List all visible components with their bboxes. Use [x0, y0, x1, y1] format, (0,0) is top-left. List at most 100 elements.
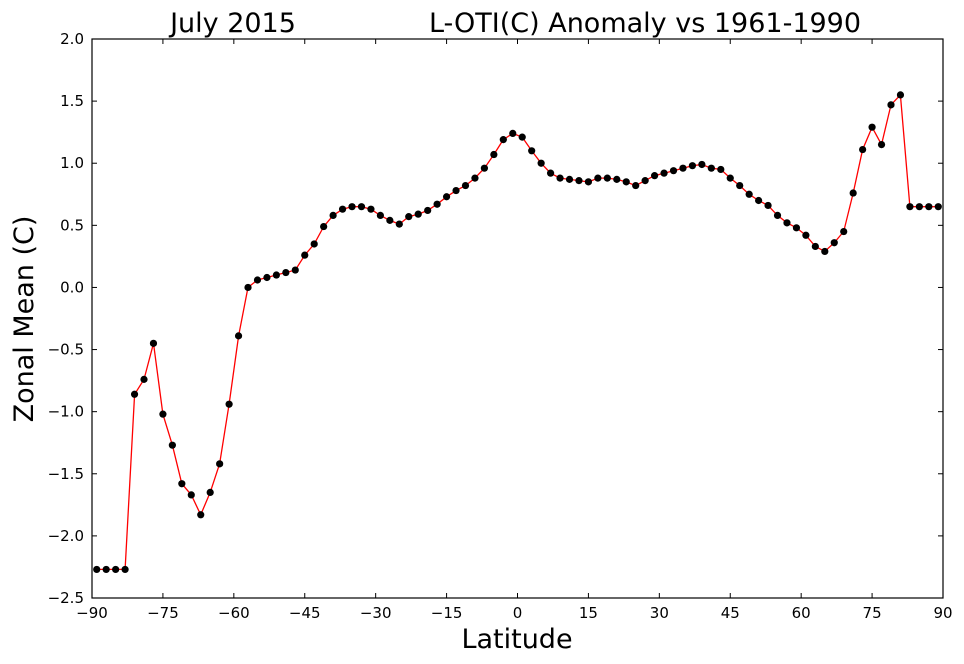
- x-tick-label: 45: [721, 604, 740, 622]
- data-point: [764, 201, 772, 210]
- data-point: [329, 211, 337, 219]
- y-axis-label: Zonal Mean (C): [9, 216, 40, 423]
- data-point: [121, 565, 129, 574]
- data-point: [584, 178, 593, 186]
- data-point: [632, 181, 640, 190]
- data-point: [556, 174, 564, 182]
- x-tick-label: −75: [147, 604, 179, 622]
- data-point: [452, 186, 460, 195]
- x-tick-label: 30: [650, 604, 669, 622]
- data-point: [821, 247, 829, 256]
- data-point: [745, 190, 753, 198]
- y-tick-label: 0.0: [60, 278, 84, 296]
- x-tick-label: −30: [360, 604, 392, 622]
- data-point: [887, 101, 895, 109]
- data-point: [490, 150, 498, 159]
- data-point: [528, 147, 536, 155]
- data-point: [471, 174, 479, 182]
- data-point: [357, 203, 366, 211]
- data-point: [518, 133, 526, 141]
- data-point: [840, 227, 848, 236]
- data-point: [651, 172, 659, 180]
- data-point: [168, 441, 176, 449]
- x-tick-label: 90: [933, 604, 952, 622]
- data-point: [405, 213, 413, 221]
- x-tick-label: −90: [76, 604, 108, 622]
- y-tick-label: −1.0: [48, 403, 84, 421]
- data-point: [660, 169, 668, 177]
- x-tick-label: 0: [513, 604, 523, 622]
- chart-title-date: July 2015: [168, 8, 296, 39]
- y-tick-label: −1.5: [48, 465, 84, 483]
- data-point: [130, 390, 139, 398]
- data-point: [102, 565, 110, 574]
- y-tick-label: 0.5: [60, 216, 84, 234]
- data-point: [395, 220, 403, 228]
- data-point: [925, 203, 933, 211]
- data-point: [253, 276, 262, 284]
- data-point: [386, 216, 394, 224]
- data-point: [234, 332, 243, 340]
- y-tick-label: −2.5: [48, 589, 84, 607]
- y-tick-label: 1.0: [60, 154, 84, 172]
- data-point: [575, 177, 583, 185]
- anomaly-series-line: [96, 93, 939, 571]
- data-point: [688, 162, 697, 170]
- data-point: [376, 211, 384, 219]
- data-point: [320, 222, 328, 231]
- chart-title-main: L-OTI(C) Anomaly vs 1961-1990: [429, 8, 861, 39]
- data-point: [244, 283, 252, 292]
- x-tick-label: 60: [792, 604, 811, 622]
- data-point: [811, 242, 819, 251]
- x-axis-label: Latitude: [461, 624, 572, 655]
- data-point: [367, 205, 375, 213]
- data-point: [159, 410, 167, 418]
- data-point: [348, 203, 356, 211]
- data-point: [272, 271, 280, 279]
- data-point: [896, 91, 905, 99]
- data-point: [442, 193, 451, 201]
- data-point: [915, 203, 923, 211]
- data-point: [263, 273, 271, 282]
- data-point: [206, 488, 214, 497]
- plot-layer: −90 −75 −60 −45 −30 −15 0 15 30 45 60 75 90 −2.5 −2.0 −…: [48, 30, 953, 622]
- data-point: [509, 129, 517, 138]
- data-point: [594, 174, 602, 182]
- data-point: [178, 480, 186, 488]
- data-point: [603, 174, 611, 182]
- y-tick-label: 1.5: [60, 92, 84, 110]
- data-point: [830, 239, 838, 247]
- x-tick-label: −15: [431, 604, 463, 622]
- data-point: [755, 196, 763, 205]
- data-point: [622, 178, 630, 186]
- data-point: [93, 565, 101, 574]
- y-tick-label: −2.0: [48, 527, 84, 545]
- data-point: [282, 268, 290, 277]
- data-point: [717, 165, 725, 174]
- data-point: [424, 206, 432, 215]
- data-point: [225, 400, 233, 408]
- data-point: [565, 175, 574, 183]
- data-point: [877, 140, 886, 149]
- x-tick-label: −45: [289, 604, 321, 622]
- data-point: [187, 491, 195, 499]
- data-point: [461, 181, 470, 190]
- y-tick-label: −0.5: [48, 341, 84, 359]
- data-point: [310, 240, 318, 248]
- data-point: [669, 167, 678, 175]
- x-tick-label: 15: [579, 604, 598, 622]
- data-point: [546, 169, 555, 177]
- data-point: [783, 219, 791, 227]
- data-point: [197, 511, 205, 519]
- data-point: [859, 145, 867, 154]
- data-point: [698, 160, 706, 169]
- data-point: [216, 460, 224, 468]
- data-point: [934, 203, 942, 211]
- data-point: [726, 174, 734, 182]
- x-tick-label: 75: [863, 604, 882, 622]
- data-point: [291, 266, 299, 274]
- data-point: [906, 203, 914, 211]
- data-point: [849, 189, 857, 197]
- data-point: [773, 211, 782, 219]
